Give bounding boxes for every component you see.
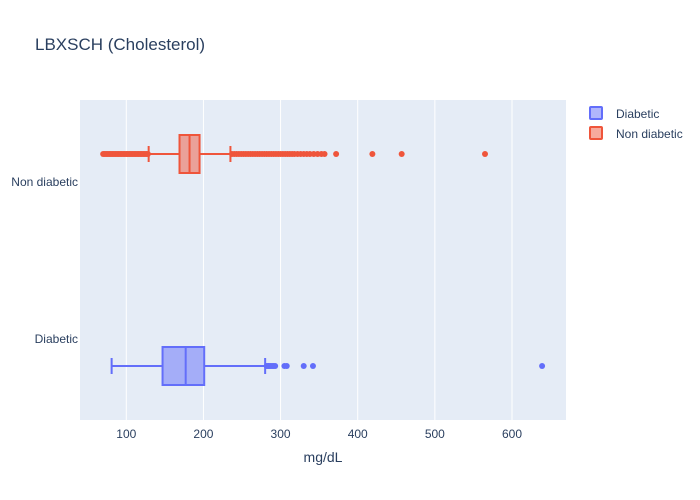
y-tick-label-diabetic: Diabetic bbox=[35, 332, 78, 346]
box-non-diabetic bbox=[147, 134, 232, 174]
x-tick-label-200: 200 bbox=[193, 427, 213, 441]
outlier-point-diabetic-8 bbox=[283, 363, 290, 369]
outlier-point-diabetic-9 bbox=[300, 363, 307, 369]
x-tick-label-500: 500 bbox=[425, 427, 445, 441]
box-diabetic bbox=[110, 346, 267, 386]
outlier-point-non-diabetic-70 bbox=[482, 151, 488, 157]
x-tick-label-100: 100 bbox=[116, 427, 136, 441]
box-plots bbox=[110, 134, 267, 386]
legend-item-non-diabetic[interactable]: Non diabetic bbox=[589, 126, 683, 141]
plot-area bbox=[80, 100, 566, 420]
x-tick-labels: 100 200 300 400 500 600 bbox=[116, 427, 522, 441]
legend-item-diabetic[interactable]: Diabetic bbox=[589, 106, 659, 121]
outlier-point-diabetic-11 bbox=[539, 363, 546, 369]
y-tick-labels: Non diabetic Diabetic bbox=[11, 175, 78, 346]
legend-label-non-diabetic: Non diabetic bbox=[616, 127, 683, 141]
outlier-point-non-diabetic-67 bbox=[333, 151, 340, 157]
x-tick-label-300: 300 bbox=[271, 427, 291, 441]
iqr-box-diabetic bbox=[161, 346, 206, 386]
outlier-point-non-diabetic-68 bbox=[369, 151, 376, 157]
legend-label-diabetic: Diabetic bbox=[616, 107, 659, 121]
x-axis-title: mg/dL bbox=[304, 449, 343, 465]
legend-swatch-diabetic bbox=[589, 106, 603, 120]
outlier-point-diabetic-6 bbox=[272, 363, 279, 369]
outliers-non-diabetic bbox=[100, 151, 488, 157]
legend[interactable]: Diabetic Non diabetic bbox=[589, 106, 683, 141]
x-tick-label-600: 600 bbox=[502, 427, 522, 441]
x-tick-label-400: 400 bbox=[348, 427, 368, 441]
outlier-point-non-diabetic-69 bbox=[398, 151, 405, 157]
chart-title: LBXSCH (Cholesterol) bbox=[35, 35, 205, 54]
outlier-point-non-diabetic-29 bbox=[144, 151, 151, 157]
outlier-point-diabetic-10 bbox=[309, 363, 316, 369]
outliers-diabetic bbox=[263, 363, 546, 369]
y-tick-label-non-diabetic: Non diabetic bbox=[11, 175, 78, 189]
legend-swatch-non-diabetic bbox=[589, 126, 603, 140]
outlier-point-non-diabetic-66 bbox=[321, 151, 328, 157]
outlier-points bbox=[100, 151, 546, 369]
